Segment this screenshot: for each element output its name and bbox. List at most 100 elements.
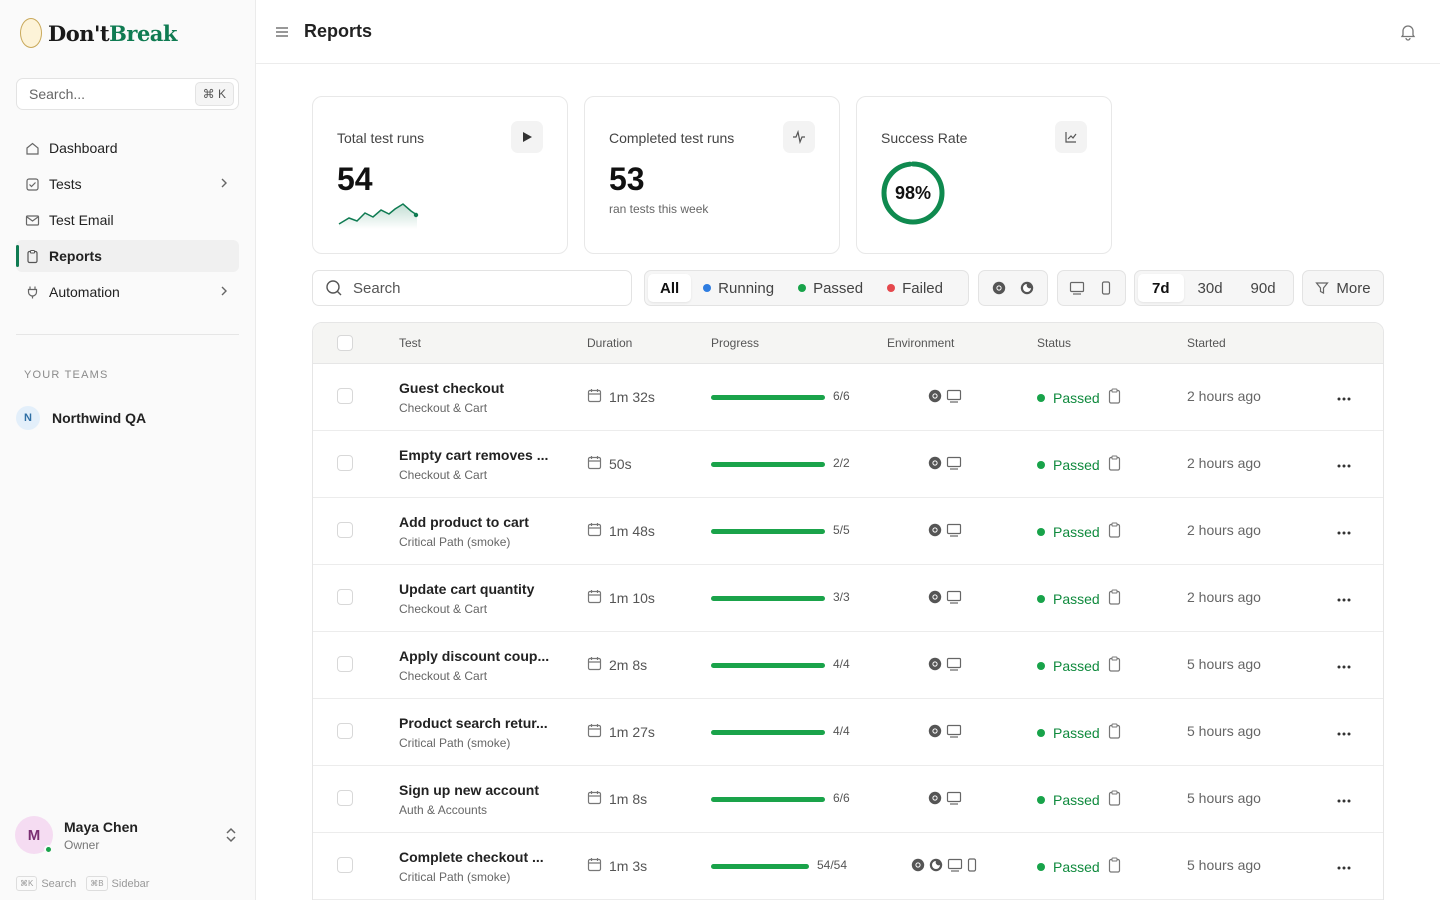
stat-card-completed: Completed test runs 53 ran tests this we… xyxy=(584,96,840,254)
clipboard-icon[interactable] xyxy=(1108,857,1121,876)
column-header-started[interactable]: Started xyxy=(1187,336,1226,350)
more-actions-icon[interactable] xyxy=(1337,723,1351,741)
started-time: 2 hours ago xyxy=(1187,589,1261,605)
row-checkbox[interactable] xyxy=(337,857,353,873)
table-row[interactable]: Product search retur... Critical Path (s… xyxy=(313,699,1383,766)
clipboard-icon[interactable] xyxy=(1108,522,1121,541)
logo[interactable]: Don'tBreak xyxy=(20,18,177,48)
clipboard-icon[interactable] xyxy=(1108,455,1121,474)
clipboard-icon[interactable] xyxy=(1108,589,1121,608)
row-checkbox[interactable] xyxy=(337,522,353,538)
sidebar-item-label: Automation xyxy=(49,284,120,300)
activity-icon xyxy=(783,121,815,153)
duration-value: 1m 32s xyxy=(609,389,655,405)
table-row[interactable]: Empty cart removes ... Checkout & Cart 5… xyxy=(313,431,1383,498)
filter-desktop[interactable] xyxy=(1061,274,1093,302)
filter-passed[interactable]: Passed xyxy=(786,274,875,302)
date-range-group: 7d 30d 90d xyxy=(1134,270,1294,306)
row-checkbox[interactable] xyxy=(337,455,353,471)
range-7d[interactable]: 7d xyxy=(1138,274,1184,302)
bell-icon[interactable] xyxy=(1400,23,1416,41)
status-badge: Passed xyxy=(1037,857,1121,876)
mobile-icon xyxy=(967,858,977,877)
row-checkbox[interactable] xyxy=(337,790,353,806)
menu-icon[interactable] xyxy=(274,24,290,40)
sidebar-item-dashboard[interactable]: Dashboard xyxy=(16,132,239,164)
more-actions-icon[interactable] xyxy=(1337,388,1351,406)
column-header-environment[interactable]: Environment xyxy=(887,336,955,350)
more-actions-icon[interactable] xyxy=(1337,790,1351,808)
sidebar-item-tests[interactable]: Tests xyxy=(16,168,239,200)
table-row[interactable]: Sign up new account Auth & Accounts 1m 8… xyxy=(313,766,1383,833)
row-checkbox[interactable] xyxy=(337,723,353,739)
test-search-input[interactable]: Search xyxy=(312,270,632,306)
clipboard-icon[interactable] xyxy=(1108,656,1121,675)
test-name[interactable]: Empty cart removes ... xyxy=(399,447,549,463)
clipboard-icon[interactable] xyxy=(1108,388,1121,407)
more-label: More xyxy=(1336,279,1371,297)
filter-chrome[interactable] xyxy=(982,274,1016,302)
status-dot xyxy=(1037,661,1045,670)
sidebar-item-reports[interactable]: Reports xyxy=(16,240,239,272)
test-name[interactable]: Guest checkout xyxy=(399,380,505,396)
column-header-status[interactable]: Status xyxy=(1037,336,1072,350)
row-checkbox[interactable] xyxy=(337,388,353,404)
table-row[interactable]: Guest checkout Checkout & Cart 1m 32s 6/… xyxy=(313,364,1383,431)
select-all-checkbox[interactable] xyxy=(337,335,353,351)
status-filter-group: All Running Passed Failed xyxy=(644,270,969,306)
filter-mobile[interactable] xyxy=(1093,274,1119,302)
status-dot xyxy=(1037,795,1045,804)
duration: 1m 32s xyxy=(587,388,655,406)
more-actions-icon[interactable] xyxy=(1337,589,1351,607)
sidebar-nav: Dashboard Tests Test Email Reports Automatio… xyxy=(16,132,239,312)
more-actions-icon[interactable] xyxy=(1337,522,1351,540)
table-row[interactable]: Update cart quantity Checkout & Cart 1m … xyxy=(313,565,1383,632)
filter-running[interactable]: Running xyxy=(691,274,786,302)
column-header-test[interactable]: Test xyxy=(399,336,422,350)
status-dot xyxy=(1037,393,1045,402)
desktop-icon xyxy=(947,858,963,877)
table-row[interactable]: Add product to cart Critical Path (smoke… xyxy=(313,498,1383,565)
more-actions-icon[interactable] xyxy=(1337,656,1351,674)
range-90d[interactable]: 90d xyxy=(1250,279,1276,297)
team-item[interactable]: N Northwind QA xyxy=(16,406,146,430)
sidebar-search-input[interactable]: Search... ⌘ K xyxy=(16,78,239,110)
range-30d[interactable]: 30d xyxy=(1197,279,1223,297)
table-row[interactable]: Complete checkout ... Critical Path (smo… xyxy=(313,833,1383,900)
team-name: Northwind QA xyxy=(52,410,147,426)
column-header-duration[interactable]: Duration xyxy=(587,336,633,350)
status-badge: Passed xyxy=(1037,522,1121,541)
chart-icon xyxy=(1055,121,1087,153)
desktop-icon xyxy=(946,657,962,676)
stat-value: 53 xyxy=(609,161,645,197)
teams-label: YOUR TEAMS xyxy=(24,369,109,381)
test-name[interactable]: Product search retur... xyxy=(399,715,548,731)
row-checkbox[interactable] xyxy=(337,656,353,672)
filter-all[interactable]: All xyxy=(648,274,692,302)
row-checkbox[interactable] xyxy=(337,589,353,605)
test-name[interactable]: Apply discount coup... xyxy=(399,648,550,664)
column-header-progress[interactable]: Progress xyxy=(711,336,760,350)
clipboard-icon[interactable] xyxy=(1108,723,1121,742)
sidebar-item-test-email[interactable]: Test Email xyxy=(16,204,239,236)
stat-card-success-rate: Success Rate 98% xyxy=(856,96,1112,254)
user-menu[interactable]: M Maya Chen Owner xyxy=(15,814,245,856)
filter-firefox[interactable] xyxy=(1016,274,1038,302)
table-row[interactable]: Apply discount coup... Checkout & Cart 2… xyxy=(313,632,1383,699)
progress-count: 3/3 xyxy=(833,590,850,604)
clipboard-icon[interactable] xyxy=(1108,790,1121,809)
sidebar-item-automation[interactable]: Automation xyxy=(16,276,239,308)
test-name[interactable]: Update cart quantity xyxy=(399,581,535,597)
progress-count: 6/6 xyxy=(833,389,850,403)
environment-icons xyxy=(928,456,962,475)
progress-bar xyxy=(711,797,825,802)
status-badge: Passed xyxy=(1037,723,1121,742)
more-actions-icon[interactable] xyxy=(1337,857,1351,875)
test-name[interactable]: Add product to cart xyxy=(399,514,529,530)
more-actions-icon[interactable] xyxy=(1337,455,1351,473)
desktop-icon xyxy=(946,456,962,475)
more-filters-button[interactable]: More xyxy=(1302,270,1384,306)
filter-failed[interactable]: Failed xyxy=(875,274,955,302)
test-name[interactable]: Sign up new account xyxy=(399,782,540,798)
test-name[interactable]: Complete checkout ... xyxy=(399,849,544,865)
